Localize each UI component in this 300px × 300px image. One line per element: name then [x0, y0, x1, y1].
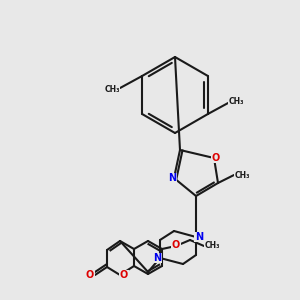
Text: O: O [212, 153, 220, 163]
Text: CH₃: CH₃ [228, 97, 244, 106]
Text: N: N [153, 253, 161, 263]
Text: O: O [172, 240, 180, 250]
Text: CH₃: CH₃ [234, 170, 250, 179]
Text: CH₃: CH₃ [104, 85, 120, 94]
Text: O: O [120, 270, 128, 280]
Text: N: N [195, 232, 203, 242]
Text: N: N [168, 173, 176, 183]
Text: O: O [86, 270, 94, 280]
Text: CH₃: CH₃ [204, 242, 220, 250]
